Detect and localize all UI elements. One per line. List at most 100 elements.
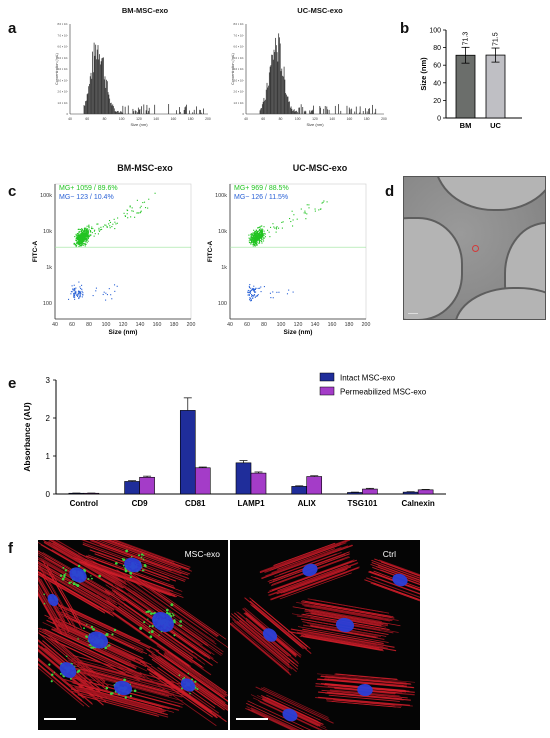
dot-mg-positive xyxy=(96,223,98,225)
actin-filament xyxy=(245,707,293,730)
hist-bar xyxy=(265,89,267,114)
dot-mg-positive xyxy=(274,227,276,229)
actin-filament xyxy=(232,618,293,670)
exosome-punctum xyxy=(90,575,92,577)
dot-mg-positive xyxy=(88,234,90,236)
dot-mg-negative xyxy=(255,291,257,293)
y-axis-label: Size (nm) xyxy=(419,57,428,91)
scatter-right-title: UC-MSC-exo xyxy=(292,163,348,173)
dot-mg-positive xyxy=(261,231,263,233)
x-tick-label: 80 xyxy=(86,322,92,328)
dot-mg-positive xyxy=(257,239,259,241)
exosome-punctum xyxy=(98,574,102,578)
x-tick-label: 180 xyxy=(345,322,354,328)
dot-mg-negative xyxy=(77,295,79,297)
dot-mg-positive xyxy=(321,202,323,204)
dot-mg-negative xyxy=(105,292,107,294)
actin-filament xyxy=(68,660,185,692)
exosome-punctum xyxy=(113,628,117,632)
dot-mg-positive xyxy=(254,239,256,241)
x-tick-label: 200 xyxy=(362,322,371,328)
exosome-punctum xyxy=(77,669,81,673)
dot-mg-positive xyxy=(78,242,81,244)
actin-filament xyxy=(67,661,185,694)
dot-mg-positive xyxy=(90,234,92,236)
cell-nucleus xyxy=(152,612,174,632)
hist-bar xyxy=(168,104,170,114)
dot-mg-negative xyxy=(251,295,253,297)
dot-mg-negative xyxy=(74,293,76,295)
dot-mg-positive xyxy=(108,223,110,225)
cell-nucleus xyxy=(392,573,408,587)
dot-mg-positive xyxy=(83,236,85,238)
x-tick-label: 120 xyxy=(312,117,318,121)
dot-mg-positive xyxy=(254,230,256,232)
exosome-punctum xyxy=(180,687,183,690)
exosome-punctum xyxy=(61,577,65,581)
dot-mg-positive xyxy=(261,230,264,233)
dot-mg-positive xyxy=(81,243,83,245)
hist-bar xyxy=(189,110,190,114)
x-tick-label: 160 xyxy=(171,117,177,121)
hist-bar xyxy=(132,108,134,114)
dot-mg-negative xyxy=(292,291,294,293)
actin-filament xyxy=(296,631,388,649)
dot-mg-positive xyxy=(282,221,284,223)
dot-mg-negative xyxy=(247,294,249,296)
actin-filament xyxy=(231,622,290,671)
dot-mg-negative xyxy=(72,289,74,291)
dot-mg-negative xyxy=(77,292,79,294)
dot-mg-positive xyxy=(253,238,255,240)
dot-mg-positive xyxy=(260,230,262,232)
hist-bar xyxy=(118,112,120,114)
dot-mg-positive xyxy=(142,201,144,204)
dot-mg-positive xyxy=(79,231,81,233)
dot-mg-positive xyxy=(89,235,91,237)
dot-mg-positive xyxy=(259,228,262,230)
actin-filament xyxy=(300,634,383,651)
dot-mg-positive xyxy=(77,234,79,236)
dot-mg-positive xyxy=(81,236,83,238)
dot-mg-negative xyxy=(114,290,116,292)
actin-filament xyxy=(271,560,353,591)
dot-mg-positive xyxy=(257,235,260,237)
actin-filament xyxy=(38,591,61,631)
dot-mg-positive xyxy=(88,225,90,227)
dot-mg-positive xyxy=(84,239,86,241)
actin-filament xyxy=(38,586,64,631)
actin-filament xyxy=(292,606,401,627)
exosome-punctum xyxy=(146,610,150,613)
hist-bar xyxy=(326,106,328,114)
dot-mg-positive xyxy=(250,236,252,239)
x-tick-label: 60 xyxy=(69,322,75,328)
dot-mg-negative xyxy=(95,287,97,289)
dot-mg-positive xyxy=(85,232,88,234)
cell-nucleus xyxy=(357,683,373,697)
dot-mg-negative xyxy=(249,297,251,299)
dot-mg-positive xyxy=(258,237,260,239)
dot-mg-positive xyxy=(116,222,118,224)
dot-mg-positive xyxy=(79,228,81,231)
dot-mg-positive xyxy=(86,237,88,239)
x-tick-label: 200 xyxy=(205,117,211,121)
dot-mg-positive xyxy=(256,233,258,235)
y-tick-label: 6.0 × 10⁸ xyxy=(57,45,68,49)
dot-mg-negative xyxy=(113,284,116,286)
actin-filament xyxy=(325,675,407,684)
dot-mg-negative xyxy=(108,288,110,290)
actin-filament xyxy=(57,604,151,649)
hist-bar xyxy=(96,49,98,114)
hist-bar xyxy=(133,111,135,114)
dot-mg-positive xyxy=(94,229,96,231)
actin-filament xyxy=(265,545,349,577)
actin-filament xyxy=(79,686,161,709)
actin-filament xyxy=(43,541,124,589)
exosome-punctum xyxy=(105,686,109,690)
dot-mg-positive xyxy=(85,231,87,233)
dot-mg-positive xyxy=(75,235,77,237)
dot-mg-positive xyxy=(78,231,80,233)
dot-mg-positive xyxy=(259,236,261,238)
hist-bar xyxy=(100,61,102,114)
dot-mg-negative xyxy=(276,291,278,293)
hist-bar xyxy=(91,78,93,114)
